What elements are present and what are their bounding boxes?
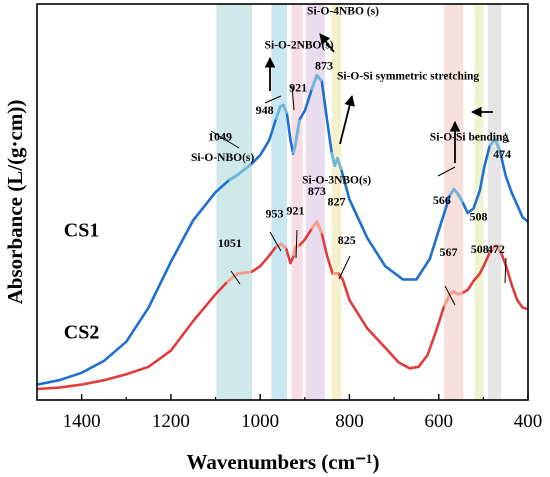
peak-label: 566 xyxy=(433,193,451,207)
x-tick-label: 800 xyxy=(335,411,364,432)
y-axis-title: Absorbance (L/(g·cm)) xyxy=(3,100,27,305)
peak-label: 567 xyxy=(440,245,458,259)
band-assignment-label: Si-O-4NBO (s) xyxy=(307,6,379,18)
leader-567 xyxy=(444,285,456,306)
peak-leader-lines xyxy=(210,85,510,306)
series-line-cs1 xyxy=(36,74,529,386)
x-tick-label: 1000 xyxy=(241,411,279,432)
series-label-cs1: CS1 xyxy=(64,220,100,242)
series-highlight-cs2-6 xyxy=(488,244,503,254)
x-tick-label: 1400 xyxy=(63,411,101,432)
series-highlight-cs1-3 xyxy=(310,73,323,91)
peak-label: 1049 xyxy=(208,129,232,143)
series-highlight-cs1-1 xyxy=(274,103,289,121)
series-highlight-cs1-5 xyxy=(448,187,465,204)
series-highlight-cs2-3 xyxy=(310,220,324,235)
plot-frame xyxy=(36,3,529,401)
arrow-si-o-4nbo xyxy=(319,33,335,53)
assignment-band-1 xyxy=(271,4,287,400)
assignment-band-5 xyxy=(444,4,464,400)
arrow-si-o-si-stretching xyxy=(339,94,355,145)
leader-1051 xyxy=(230,270,241,285)
assignment-band-0 xyxy=(216,4,253,400)
assignment-band-3 xyxy=(305,4,325,400)
band-assignment-label: Si-O-Si bending xyxy=(430,131,509,143)
leader-953 xyxy=(269,231,282,252)
peak-label: 472 xyxy=(487,242,505,256)
peak-label: 508 xyxy=(471,242,489,256)
series-highlight-cs1-0 xyxy=(228,163,253,182)
assignment-band-4 xyxy=(331,4,342,400)
leader-921 xyxy=(291,85,295,111)
leader-508-cs2 xyxy=(504,257,507,284)
peak-label: 1051 xyxy=(218,236,242,250)
leader-566 xyxy=(437,166,456,177)
peak-label: 474 xyxy=(493,147,511,161)
leader-921-cs2 xyxy=(295,229,298,259)
peak-label: 827 xyxy=(328,195,346,209)
x-axis-title: Wavenumbers (cm⁻¹) xyxy=(187,450,380,474)
x-axis-ticks: 1400 1200 1000 800 600 400 xyxy=(63,394,543,432)
series-highlight-cs2-0 xyxy=(225,270,252,284)
assignment-band-6 xyxy=(474,4,484,400)
series-highlight-cs1-2 xyxy=(291,119,301,155)
series-highlight-cs1-4 xyxy=(330,151,343,171)
band-assignment-label: Si-O-2NBO(s) xyxy=(265,40,334,52)
band-assignment-label: Si-O-3NBO(s) xyxy=(302,174,371,186)
x-tick-label: 1200 xyxy=(152,411,190,432)
band-assignment-label: Si-O-Si symmetric stretching xyxy=(337,71,479,83)
series-highlight-cs1-6 xyxy=(488,137,502,153)
peak-label: 508 xyxy=(469,209,487,223)
leader-508 xyxy=(504,132,510,143)
assignment-band-7 xyxy=(487,4,502,400)
peak-label: 953 xyxy=(265,206,283,220)
band-assignment-label: Si-O-NBO(s) xyxy=(191,152,254,164)
peak-label: 873 xyxy=(308,184,326,198)
leader-825 xyxy=(338,255,351,280)
x-tick-label: 600 xyxy=(424,411,453,432)
peak-label: 921 xyxy=(289,81,307,95)
series-label-cs2: CS2 xyxy=(64,322,100,344)
peak-label: 873 xyxy=(315,58,333,72)
leader-1049 xyxy=(210,130,240,149)
assignment-band-2 xyxy=(291,4,303,400)
annotation-arrows xyxy=(264,33,493,163)
leader-948 xyxy=(264,95,282,104)
spectrum-lines xyxy=(36,73,529,391)
peak-label: 948 xyxy=(256,103,274,117)
series-highlight-cs2-5 xyxy=(442,290,464,307)
assignment-bands xyxy=(216,4,502,400)
peak-label: 921 xyxy=(286,203,304,217)
series-highlight-cs2-2 xyxy=(292,244,300,257)
x-tick-label: 400 xyxy=(514,411,543,432)
peak-label: 825 xyxy=(338,233,356,247)
